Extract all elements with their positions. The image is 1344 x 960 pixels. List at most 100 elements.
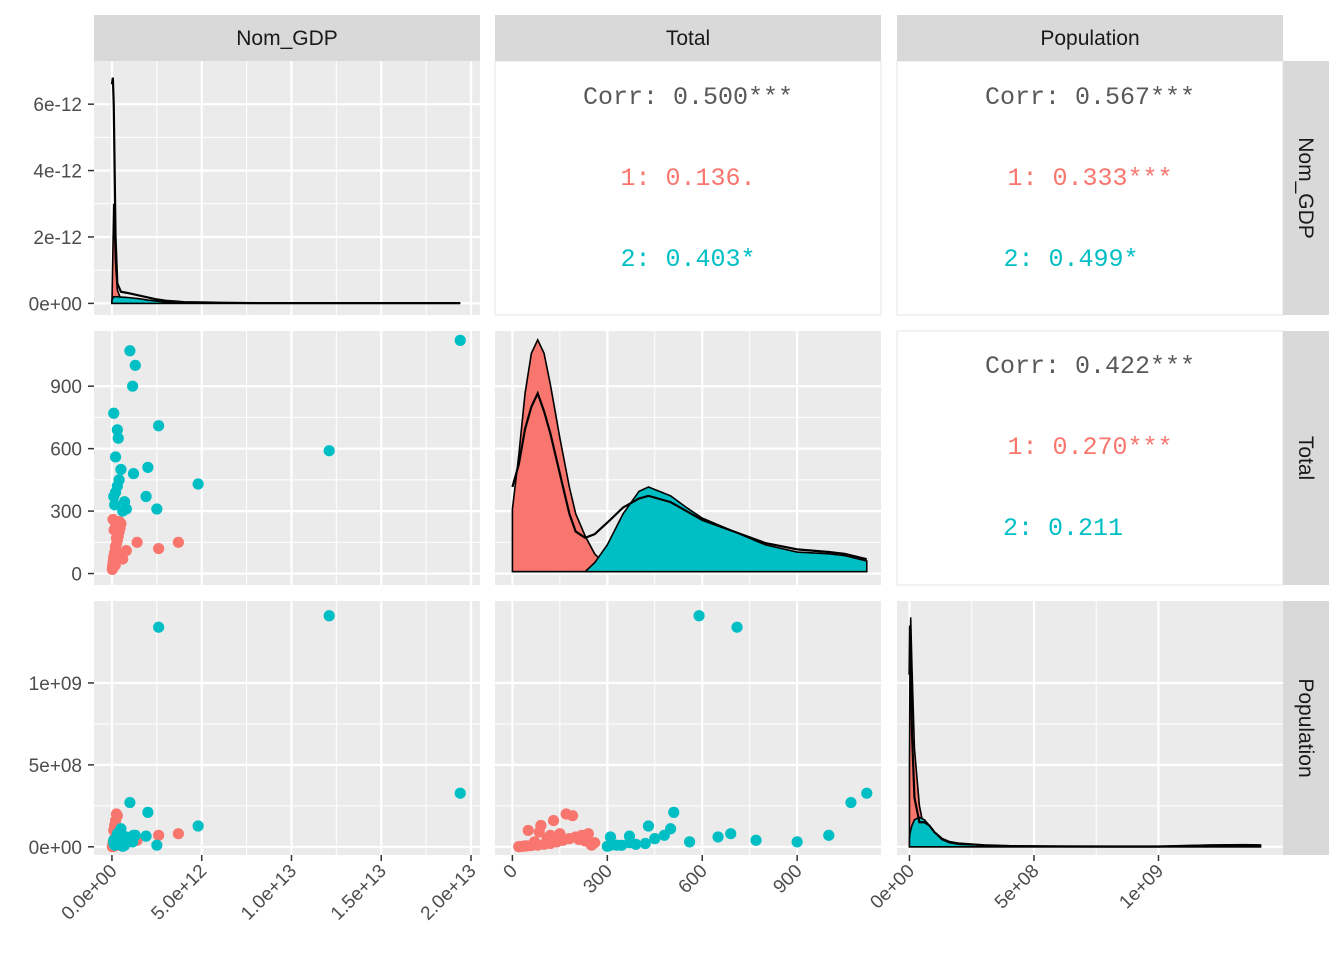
x-tick-label-col1-2: 1.0e+13 xyxy=(237,861,301,925)
point-group2-total-nomgdp-12 xyxy=(124,345,136,357)
panel-scatter-total-nomgdp xyxy=(94,331,480,585)
point-group2-pop-nomgdp-12 xyxy=(124,796,136,809)
point-group2-pop-total-0 xyxy=(750,834,762,846)
panel-corr-total-population xyxy=(896,330,1284,586)
corr-overall-nomgdp-population: Corr: 0.567*** xyxy=(985,83,1195,112)
point-group2-pop-nomgdp-20 xyxy=(323,610,335,622)
point-group1-pop-nomgdp-16 xyxy=(111,810,123,822)
point-group1-total-nomgdp-19 xyxy=(120,545,132,557)
point-group2-pop-nomgdp-15 xyxy=(153,621,165,633)
point-group2-pop-nomgdp-23 xyxy=(118,839,131,851)
strip-label-top-population: Population xyxy=(1040,27,1139,50)
panel-corr-nomgdp-population xyxy=(896,60,1284,316)
point-group1-pop-total-28 xyxy=(527,839,539,851)
strip-label-right-total: Total xyxy=(1294,436,1317,480)
panel-corr-nomgdp-total xyxy=(494,60,882,316)
point-group1-total-nomgdp-20 xyxy=(131,536,143,548)
corr-group1-total-population: 1: 0.270*** xyxy=(1007,433,1172,462)
point-group2-total-nomgdp-22 xyxy=(117,505,129,517)
point-group1-pop-total-24 xyxy=(589,837,601,849)
point-group1-total-nomgdp-26 xyxy=(110,520,122,532)
corr-group1-nomgdp-population: 1: 0.333*** xyxy=(1007,164,1172,193)
strip-label-right-nom-gdp: Nom_GDP xyxy=(1294,137,1317,239)
point-group1-total-nomgdp-29 xyxy=(112,550,124,562)
y-tick-label-row2-2: 600 xyxy=(50,440,82,461)
point-group2-total-nomgdp-19 xyxy=(192,478,204,490)
strip-top-nom-gdp xyxy=(94,15,480,61)
point-group1-total-nomgdp-14 xyxy=(109,540,122,553)
panel-scatter-population-nomgdp xyxy=(94,601,480,855)
strip-top-population xyxy=(897,15,1283,61)
point-group2-total-nomgdp-13 xyxy=(129,359,141,371)
point-group2-total-nomgdp-21 xyxy=(454,334,466,346)
x-tick-label-col1-3: 1.5e+13 xyxy=(327,861,391,925)
point-group2-pop-total-5 xyxy=(649,833,661,845)
point-group2-total-nomgdp-8 xyxy=(108,490,120,503)
point-group1-pop-total-16 xyxy=(566,810,579,822)
y-tick-label-row1-0: 0e+00 xyxy=(29,294,82,315)
point-group2-total-nomgdp-23 xyxy=(118,496,131,508)
y-tick-label-row1-3: 6e-12 xyxy=(33,95,82,116)
point-group2-pop-nomgdp-16 xyxy=(142,806,154,818)
panel-scatter-population-total xyxy=(495,601,881,855)
corr-group1-nomgdp-total: 1: 0.136. xyxy=(620,164,755,193)
point-group1-pop-total-12 xyxy=(522,824,534,837)
y-tick-label-row1-2: 4e-12 xyxy=(33,162,82,183)
point-group2-total-nomgdp-0 xyxy=(108,407,120,419)
point-group2-pop-total-19 xyxy=(642,820,655,832)
y-tick-label-row1-1: 2e-12 xyxy=(33,228,82,249)
x-tick-label-col2-1: 300 xyxy=(580,861,617,898)
point-group2-pop-total-11 xyxy=(658,829,670,841)
strip-label-right-population: Population xyxy=(1294,678,1317,777)
point-group2-pop-total-12 xyxy=(845,796,857,809)
point-group1-pop-nomgdp-21 xyxy=(153,829,165,841)
y-tick-label-row3-0: 0e+00 xyxy=(29,838,82,859)
x-tick-label-col2-0: 0 xyxy=(500,861,522,883)
point-group2-pop-nomgdp-19 xyxy=(192,820,204,832)
point-group2-pop-total-6 xyxy=(639,837,651,850)
correlation-panels: Corr: 0.500*** 1: 0.136. 2: 0.403* Corr:… xyxy=(583,83,1195,543)
point-group1-pop-nomgdp-22 xyxy=(172,828,184,840)
corr-group2-nomgdp-population: 2: 0.499* xyxy=(1003,245,1138,274)
point-group2-pop-total-20 xyxy=(693,610,705,622)
point-group1-pop-total-22 xyxy=(554,828,566,840)
panel-density-population xyxy=(897,601,1283,855)
point-group2-total-nomgdp-3 xyxy=(109,451,122,463)
point-group2-pop-total-3 xyxy=(683,836,696,848)
point-group2-total-nomgdp-15 xyxy=(153,420,165,432)
point-group2-total-nomgdp-9 xyxy=(109,499,121,511)
y-tick-label-row3-2: 1e+09 xyxy=(29,674,82,695)
strip-right-population xyxy=(1283,601,1329,855)
point-group2-pop-total-21 xyxy=(861,787,873,799)
point-group2-pop-nomgdp-21 xyxy=(454,787,466,799)
panel-density-nom-gdp xyxy=(94,61,480,315)
point-group2-pop-total-14 xyxy=(791,836,803,848)
point-group2-total-nomgdp-20 xyxy=(323,445,335,457)
point-group2-pop-nomgdp-4 xyxy=(115,823,127,835)
point-group2-pop-total-23 xyxy=(615,839,628,851)
point-group2-pop-total-22 xyxy=(601,840,613,852)
point-group1-pop-total-21 xyxy=(544,829,556,841)
density-line-overall-total xyxy=(511,390,868,561)
point-group1-pop-total-14 xyxy=(547,814,560,827)
strip-right-nom-gdp xyxy=(1283,61,1329,315)
x-tick-label-col3-1: 5e+08 xyxy=(991,861,1044,914)
corr-group2-total-population: 2: 0.211 xyxy=(1003,514,1123,543)
x-tick-label-col1-0: 0.0e+00 xyxy=(58,861,122,925)
point-group1-pop-total-26 xyxy=(579,835,591,847)
strip-right-total xyxy=(1283,331,1329,585)
strip-top-total xyxy=(495,15,881,61)
point-group2-total-nomgdp-18 xyxy=(151,503,163,515)
point-group2-total-nomgdp-1 xyxy=(111,424,123,436)
density-line-overall-population xyxy=(908,625,1261,848)
y-tick-label-row2-0: 0 xyxy=(71,565,82,586)
point-group1-pop-total-29 xyxy=(533,826,545,838)
point-group2-pop-total-13 xyxy=(823,829,835,841)
point-group2-total-nomgdp-2 xyxy=(112,432,124,444)
point-group2-total-nomgdp-14 xyxy=(127,380,139,392)
x-tick-label-col1-1: 5.0e+12 xyxy=(147,861,211,925)
point-group2-pop-total-2 xyxy=(712,831,724,843)
point-group2-pop-total-10 xyxy=(604,831,617,843)
point-group2-pop-total-1 xyxy=(725,828,737,840)
